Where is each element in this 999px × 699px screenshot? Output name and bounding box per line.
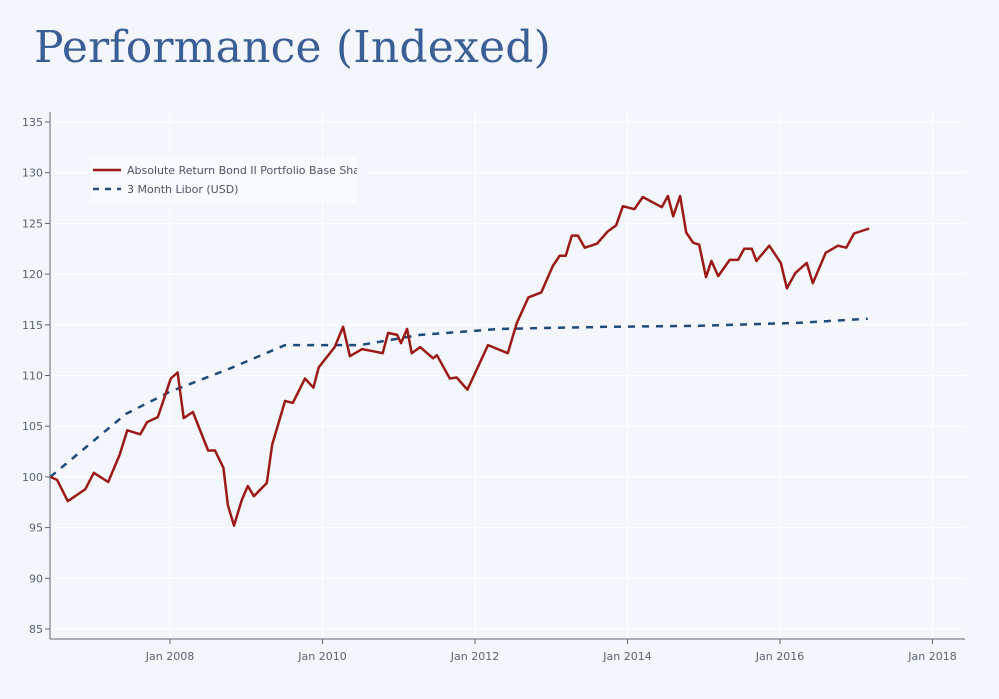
legend-label-libor: 3 Month Libor (USD)	[127, 183, 238, 196]
fund-series-line	[49, 194, 870, 527]
legend-label-fund: Absolute Return Bond II Portfolio Base S…	[127, 164, 360, 177]
series-lines	[49, 194, 870, 527]
page-title: Performance (Indexed)	[34, 22, 551, 73]
legend[interactable]: Absolute Return Bond II Portfolio Base S…	[90, 157, 367, 203]
x-tick-label: Jan 2018	[907, 650, 956, 663]
y-tick-label: 115	[22, 319, 43, 332]
y-tick-label: 110	[22, 370, 43, 383]
y-tick-label: 95	[29, 522, 43, 535]
y-tick-label: 85	[29, 623, 43, 636]
gridlines	[50, 112, 965, 639]
legend-clip-mask	[357, 157, 367, 203]
y-axis: 85 90 95 100 105 110 115 120 125 130 135	[22, 116, 50, 636]
y-tick-label: 90	[29, 572, 43, 585]
x-tick-label: Jan 2010	[297, 650, 346, 663]
y-tick-label: 125	[22, 217, 43, 230]
y-tick-label: 120	[22, 268, 43, 281]
y-tick-label: 135	[22, 116, 43, 129]
legend-box	[90, 157, 357, 203]
x-axis: Jan 2008 Jan 2010 Jan 2012 Jan 2014 Jan 2016…	[145, 639, 957, 663]
x-tick-label: Jan 2016	[755, 650, 804, 663]
x-tick-label: Jan 2008	[145, 650, 194, 663]
x-tick-label: Jan 2014	[602, 650, 651, 663]
x-tick-label: Jan 2012	[450, 650, 499, 663]
y-tick-label: 100	[22, 471, 43, 484]
y-tick-label: 105	[22, 420, 43, 433]
libor-series-line	[49, 317, 868, 478]
y-tick-label: 130	[22, 167, 43, 180]
